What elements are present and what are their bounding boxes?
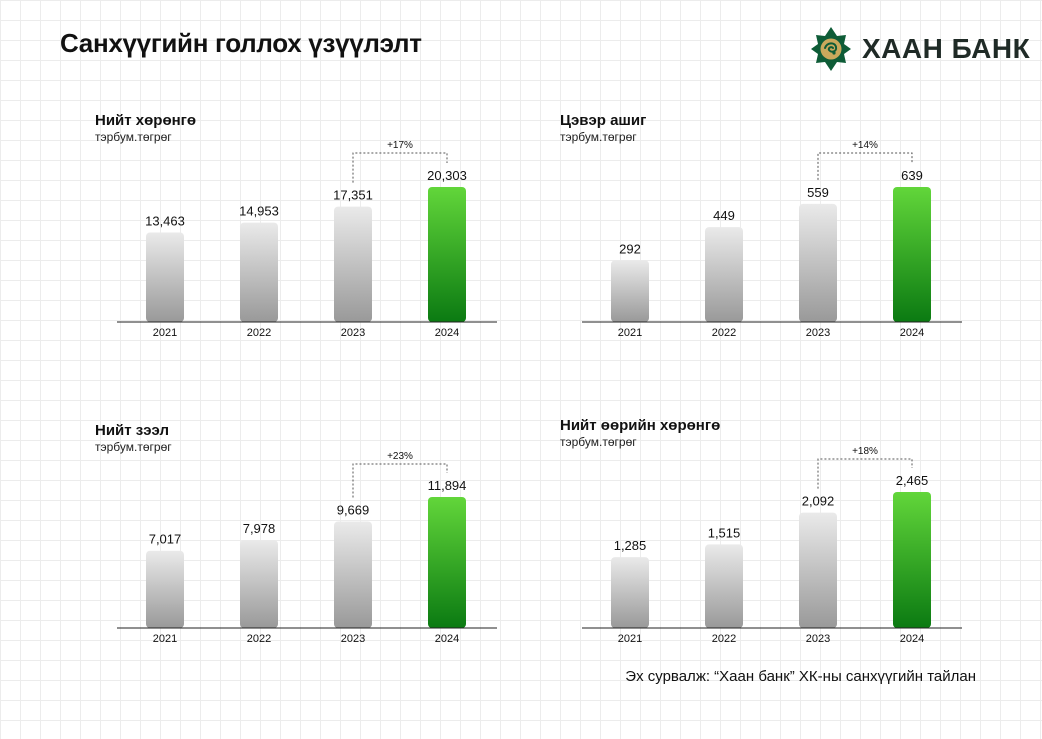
tick-label: 2021 xyxy=(618,327,642,339)
tick-label: 2023 xyxy=(806,327,830,339)
chart-title: Нийт зээл xyxy=(95,422,169,439)
bar xyxy=(146,550,184,628)
bar xyxy=(799,512,837,628)
value-label: 14,953 xyxy=(239,204,279,219)
bar xyxy=(893,492,931,628)
tick-label: 2021 xyxy=(153,633,177,645)
bar xyxy=(334,521,372,628)
tick-label: 2023 xyxy=(341,633,365,645)
tick-label: 2021 xyxy=(153,327,177,339)
value-label: 559 xyxy=(807,185,829,200)
tick-label: 2024 xyxy=(900,633,924,645)
chart-title: Нийт өөрийн хөрөнгө xyxy=(560,417,721,434)
bar xyxy=(334,206,372,322)
value-label: 17,351 xyxy=(333,188,373,203)
growth-bracket xyxy=(352,463,448,498)
growth-bracket xyxy=(352,152,448,183)
tick-label: 2022 xyxy=(712,327,736,339)
bar-chart: 1,285 2021 1,515 2022 2,092 2023 2,465 2024 +18% xyxy=(582,446,962,645)
value-label: 1,285 xyxy=(614,538,647,553)
bar xyxy=(146,232,184,322)
growth-label: +17% xyxy=(387,140,413,151)
growth-label: +14% xyxy=(852,140,878,151)
chart-title: Нийт хөрөнгө xyxy=(95,112,197,129)
source-note: Эх сурвалж: “Хаан банк” ХК-ны санхүүгийн… xyxy=(625,668,976,685)
value-label: 292 xyxy=(619,241,641,256)
bar-chart: 13,463 2021 14,953 2022 17,351 2023 20,303 2024… xyxy=(117,140,497,339)
value-label: 11,894 xyxy=(428,478,467,493)
chart-net-profit: Цэвэр ашиг тэрбум.төгрөг 292 2021 449 2022 5… xyxy=(560,112,970,342)
chart-total-loans: Нийт зээл тэрбум.төгрөг 7,017 2021 7,978 20… xyxy=(95,422,505,652)
growth-bracket xyxy=(817,458,913,489)
tick-label: 2023 xyxy=(341,327,365,339)
bar xyxy=(428,497,466,628)
value-label: 9,669 xyxy=(337,503,370,518)
value-label: 13,463 xyxy=(145,213,185,228)
bar xyxy=(428,187,466,322)
growth-bracket xyxy=(817,152,913,180)
chart-unit: тэрбум.төгрөг xyxy=(95,440,172,454)
tick-label: 2021 xyxy=(618,633,642,645)
logo: ХААН БАНК xyxy=(810,26,1030,72)
chart-unit: тэрбум.төгрөг xyxy=(560,435,637,449)
value-label: 2,092 xyxy=(802,494,835,509)
value-label: 639 xyxy=(901,168,923,183)
tick-label: 2022 xyxy=(247,633,271,645)
tick-label: 2022 xyxy=(247,327,271,339)
chart-total-equity: Нийт өөрийн хөрөнгө тэрбум.төгрөг 1,285 2… xyxy=(560,417,970,647)
tick-label: 2023 xyxy=(806,633,830,645)
bar xyxy=(611,557,649,628)
value-label: 20,303 xyxy=(427,168,467,183)
logo-text: ХААН БАНК xyxy=(862,33,1031,64)
bar-chart: 292 2021 449 2022 559 2023 639 2024 +14% xyxy=(582,140,962,339)
bar xyxy=(799,203,837,322)
growth-label: +18% xyxy=(852,446,878,457)
value-label: 2,465 xyxy=(896,473,929,488)
chart-unit: тэрбум.төгрөг xyxy=(560,130,637,144)
value-label: 7,017 xyxy=(149,532,182,547)
tick-label: 2024 xyxy=(435,327,459,339)
chart-title: Цэвэр ашиг xyxy=(560,112,647,129)
tick-label: 2022 xyxy=(712,633,736,645)
page-title: Санхүүгийн голлох үзүүлэлт xyxy=(60,28,422,58)
khan-bank-logo-icon xyxy=(811,27,851,71)
bar xyxy=(705,227,743,322)
bar xyxy=(705,544,743,628)
bar xyxy=(240,540,278,628)
tick-label: 2024 xyxy=(900,327,924,339)
bar xyxy=(893,187,931,322)
growth-label: +23% xyxy=(387,451,413,462)
chart-unit: тэрбум.төгрөг xyxy=(95,130,172,144)
bar xyxy=(240,222,278,322)
chart-total-assets: Нийт хөрөнгө тэрбум.төгрөг 13,463 2021 14,… xyxy=(95,112,505,342)
bar-chart: 7,017 2021 7,978 2022 9,669 2023 11,894 2024 +23… xyxy=(117,451,497,645)
bar xyxy=(611,260,649,322)
tick-label: 2024 xyxy=(435,633,459,645)
value-label: 7,978 xyxy=(243,521,276,536)
value-label: 1,515 xyxy=(708,525,741,540)
value-label: 449 xyxy=(713,208,735,223)
